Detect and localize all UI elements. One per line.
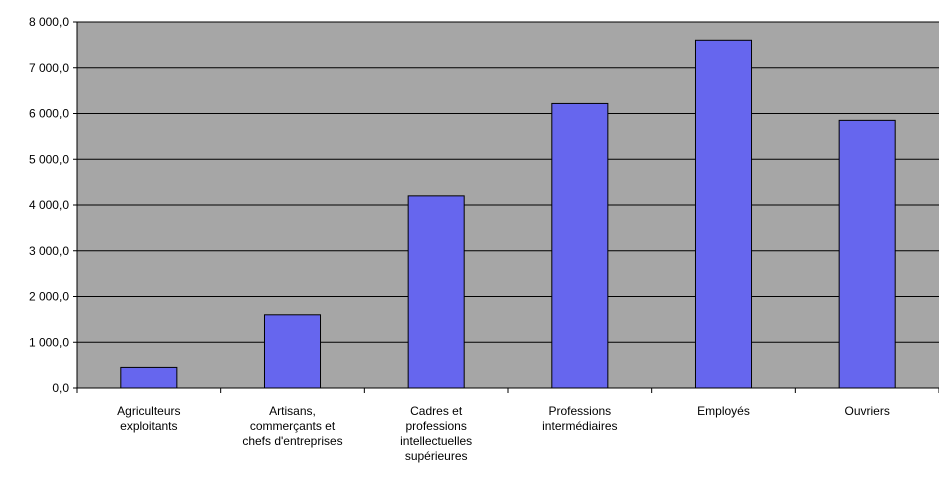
y-tick-label: 4 000,0 — [29, 198, 69, 212]
y-tick-label: 1 000,0 — [29, 335, 69, 349]
x-axis: Agriculteurs exploitants Artisans, commerça… — [76, 388, 939, 463]
y-tick-label: 6 000,0 — [29, 107, 69, 121]
y-tick-label: 2 000,0 — [29, 290, 69, 304]
bar — [838, 119, 896, 389]
y-tick-label: 5 000,0 — [29, 152, 69, 166]
x-category-label: Cadres et professions intellectuelles supér… — [400, 404, 472, 463]
bar — [263, 314, 322, 389]
x-category-label: Agriculteurs exploitants — [117, 404, 180, 433]
x-category-label: Ouvriers — [844, 404, 889, 418]
y-axis: 0,0 1 000,0 2 000,0 3 000,0 4 000,0 5 000,0 6 … — [29, 15, 77, 395]
y-tick-label: 7 000,0 — [29, 61, 69, 75]
x-category-label: Artisans, commerçants et chefs d'entrepris… — [242, 404, 342, 448]
bar — [694, 39, 753, 389]
y-tick-label: 3 000,0 — [29, 244, 69, 258]
y-tick-label: 0,0 — [52, 381, 69, 395]
bar — [551, 102, 609, 389]
gridlines — [77, 21, 939, 343]
bar — [120, 366, 178, 389]
bars — [120, 39, 896, 389]
y-tick-label: 8 000,0 — [29, 15, 69, 29]
x-category-label: Professions intermédiaires — [542, 404, 617, 433]
x-category-label: Employés — [697, 404, 750, 418]
bar — [407, 195, 465, 389]
